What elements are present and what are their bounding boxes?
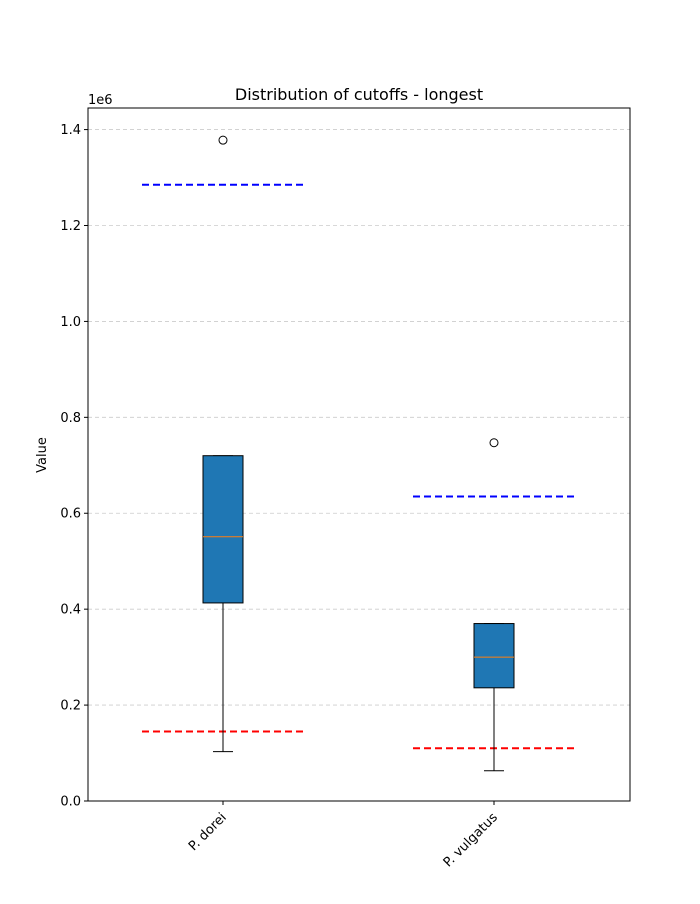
y-tick-label: 1.2: [60, 219, 81, 234]
iqr-box: [473, 623, 515, 689]
y-axis-label: Value: [35, 437, 50, 473]
box-series: [202, 135, 515, 772]
outlier-point: [218, 135, 228, 145]
axes: 0.0 0.2 0.4 0.6 0.8 1.0 1.2 1.4 P. dorei P. vulga…: [60, 123, 501, 870]
y-tick-label: 1.4: [60, 123, 81, 138]
y-tick-label: 1.0: [60, 315, 81, 330]
x-tick-label: P. dorei: [186, 810, 230, 854]
grid-lines: [88, 129, 630, 802]
x-tick-label: P. vulgatus: [441, 810, 501, 870]
outlier-point: [489, 438, 499, 448]
y-tick-label: 0.4: [60, 603, 81, 618]
y-tick-label: 0.0: [60, 795, 81, 810]
plot-area-frame: [87, 107, 631, 802]
y-axis-offset-label: 1e6: [88, 93, 113, 108]
y-tick-label: 0.2: [60, 699, 81, 714]
y-tick-label: 0.6: [60, 507, 81, 522]
y-tick-label: 0.8: [60, 411, 81, 426]
chart-title: Distribution of cutoffs - longest: [235, 85, 483, 104]
iqr-box: [202, 455, 244, 604]
